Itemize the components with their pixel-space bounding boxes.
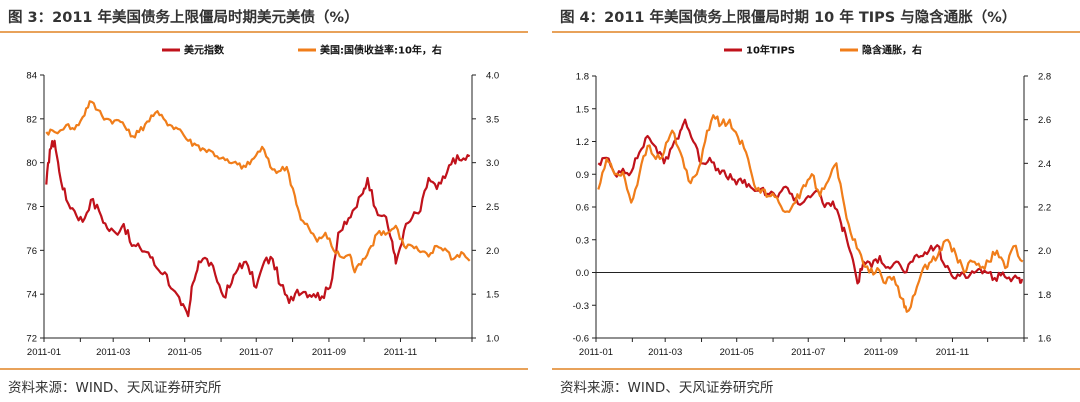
figure-title: 图 3：2011 年美国债务上限僵局时期美元美债（%） (8, 10, 359, 26)
left-tick-label: 78 (26, 202, 37, 213)
legend-label: 隐含通胀，右 (862, 44, 922, 57)
right-tick-label: 1.0 (486, 334, 499, 345)
legend-label: 美国:国债收益率:10年，右 (320, 44, 442, 57)
x-tick-label: 2011-03 (648, 347, 682, 358)
figure-3-panel: 图 3：2011 年美国债务上限僵局时期美元美债（%） 72 74 76 78 80 82… (0, 0, 528, 402)
series-line-1 (597, 118, 1024, 285)
left-tick-label: 0.9 (576, 170, 589, 181)
right-tick-label: 2.6 (1038, 115, 1051, 126)
series-line-1 (45, 139, 471, 318)
x-tick-label: 2011-01 (579, 347, 613, 358)
x-tick-label: 2011-09 (312, 347, 346, 358)
left-tick-label: 0.6 (576, 203, 589, 214)
source-note: 资料来源：WIND、天风证券研究所 (8, 380, 222, 396)
left-tick-label: 76 (26, 246, 37, 257)
series-line-2 (45, 100, 471, 274)
left-tick-label: 0.0 (576, 268, 589, 279)
right-tick-label: 2.0 (486, 246, 499, 257)
x-tick-label: 2011-07 (791, 347, 825, 358)
x-tick-label: 2011-09 (864, 347, 898, 358)
source-rule (552, 368, 1080, 370)
figure-4-panel: 图 4：2011 年美国债务上限僵局时期 10 年 TIPS 与隐含通胀（%） … (552, 0, 1080, 402)
right-tick-label: 1.8 (1038, 290, 1051, 301)
right-tick-label: 1.5 (486, 290, 499, 301)
left-tick-label: 74 (26, 290, 37, 301)
left-tick-label: 84 (26, 71, 37, 82)
right-tick-label: 2.4 (1038, 159, 1051, 170)
right-tick-label: 4.0 (486, 71, 499, 82)
legend-label: 10年TIPS (746, 44, 795, 57)
source-rule (0, 368, 528, 370)
figure-4-chart: -0.6 -0.3 0.0 0.3 0.6 0.9 1.2 1.5 1.8 1.6 1.8 2.0 2.… (573, 44, 1052, 359)
figure-title: 图 4：2011 年美国债务上限僵局时期 10 年 TIPS 与隐含通胀（%） (560, 10, 1017, 26)
right-tick-label: 2.8 (1038, 72, 1051, 83)
x-tick-label: 2011-05 (720, 347, 754, 358)
left-tick-label: 80 (26, 158, 37, 169)
right-tick-label: 1.6 (1038, 334, 1051, 345)
left-tick-label: 1.5 (576, 104, 589, 115)
left-tick-label: 0.3 (576, 235, 589, 246)
left-tick-label: -0.3 (573, 301, 589, 312)
x-tick-label: 2011-07 (239, 347, 273, 358)
source-note: 资料来源：WIND、天风证券研究所 (560, 380, 774, 396)
x-tick-label: 2011-11 (936, 347, 969, 358)
x-tick-label: 2011-01 (27, 347, 61, 358)
x-tick-label: 2011-03 (96, 347, 130, 358)
figure-3-chart: 72 74 76 78 80 82 84 1.0 1.5 2.0 2.5 3.0 3.5 4.0 2011-… (26, 44, 499, 359)
left-tick-label: 82 (26, 114, 37, 125)
series-line-2 (597, 114, 1024, 313)
right-tick-label: 3.5 (486, 114, 499, 125)
title-rule (552, 31, 1080, 33)
left-tick-label: -0.6 (573, 334, 589, 345)
right-tick-label: 2.5 (486, 202, 499, 213)
left-tick-label: 1.2 (576, 137, 589, 148)
x-tick-label: 2011-05 (168, 347, 202, 358)
right-tick-label: 2.2 (1038, 203, 1051, 214)
right-tick-label: 2.0 (1038, 246, 1051, 257)
x-tick-label: 2011-11 (384, 347, 417, 358)
legend-label: 美元指数 (184, 44, 225, 57)
left-tick-label: 1.8 (576, 72, 589, 83)
left-tick-label: 72 (26, 334, 37, 345)
right-tick-label: 3.0 (486, 158, 499, 169)
title-rule (0, 31, 528, 33)
